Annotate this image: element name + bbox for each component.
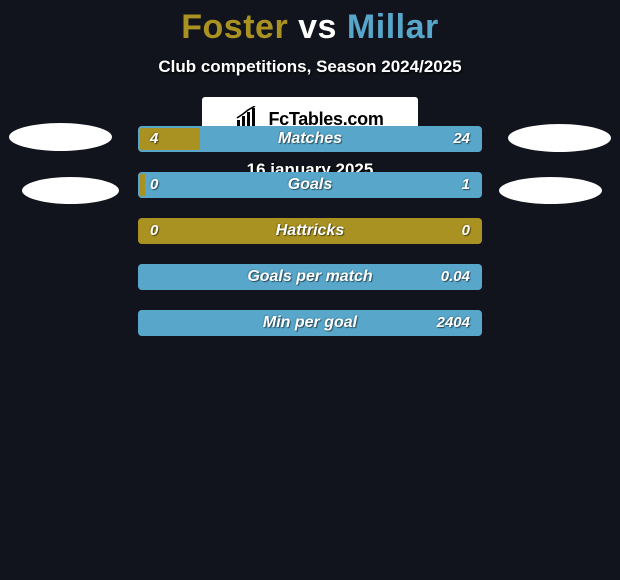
stat-label: Goals per match (138, 264, 482, 290)
title-vs: vs (298, 8, 337, 46)
stat-label: Min per goal (138, 310, 482, 336)
page-title: Foster vs Millar (0, 0, 620, 47)
stat-row: 2404Min per goal (138, 310, 482, 336)
stat-label: Matches (138, 126, 482, 152)
stat-row: 0.04Goals per match (138, 264, 482, 290)
stat-row: 424Matches (138, 126, 482, 152)
stat-row: 00Hattricks (138, 218, 482, 244)
title-player-right: Millar (347, 8, 439, 46)
stat-label: Hattricks (138, 218, 482, 244)
subtitle: Club competitions, Season 2024/2025 (0, 57, 620, 77)
stat-label: Goals (138, 172, 482, 198)
stat-row: 01Goals (138, 172, 482, 198)
title-player-left: Foster (181, 8, 288, 46)
